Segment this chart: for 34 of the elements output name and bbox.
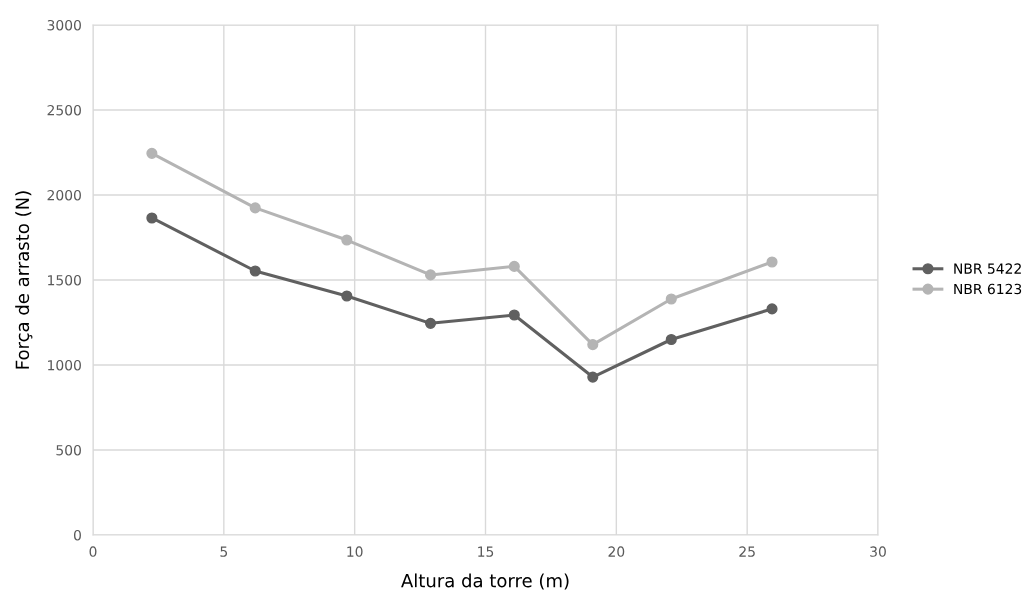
y-axis-title: Força de arrasto (N) bbox=[15, 191, 33, 369]
point bbox=[665, 293, 677, 305]
x-tick-label: 20 bbox=[608, 546, 625, 557]
x-tick-label: 25 bbox=[739, 546, 755, 557]
point bbox=[146, 212, 158, 224]
y-tick-label: 500 bbox=[56, 444, 81, 456]
point bbox=[424, 269, 437, 281]
point bbox=[249, 202, 261, 214]
x-tick-label: 0 bbox=[89, 546, 97, 557]
x-tick-label: 5 bbox=[220, 546, 228, 557]
y-tick-label: 1500 bbox=[48, 274, 81, 286]
point bbox=[424, 317, 437, 329]
point bbox=[341, 290, 353, 302]
legend-label: NBR 6123 bbox=[954, 283, 1022, 295]
x-tick-label: 30 bbox=[870, 546, 886, 557]
y-tick-label: 1000 bbox=[48, 359, 81, 371]
y-tick-label: 2500 bbox=[47, 104, 81, 116]
point bbox=[665, 333, 677, 346]
point bbox=[587, 371, 599, 383]
x-tick-label: 15 bbox=[478, 546, 494, 557]
point bbox=[508, 260, 520, 272]
x-axis-title: Altura da torre (m) bbox=[401, 573, 569, 590]
point bbox=[146, 147, 158, 159]
legend-label: NBR 5422 bbox=[954, 263, 1021, 274]
point bbox=[341, 234, 353, 246]
y-tick-label: 2000 bbox=[47, 189, 81, 201]
point bbox=[587, 339, 599, 351]
point bbox=[249, 265, 261, 277]
y-tick-label: 0 bbox=[73, 529, 81, 541]
point bbox=[508, 309, 520, 321]
point bbox=[766, 256, 778, 268]
y-tick-label: 3000 bbox=[47, 19, 81, 31]
point bbox=[766, 303, 778, 315]
x-tick-label: 10 bbox=[347, 546, 363, 557]
